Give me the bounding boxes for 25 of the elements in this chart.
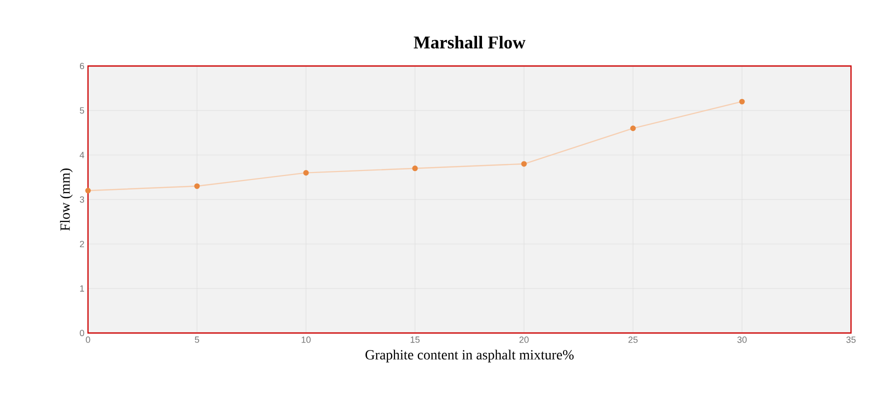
- y-axis-title: Flow (mm): [60, 168, 73, 231]
- y-tick-label: 6: [80, 62, 84, 70]
- point: [194, 183, 200, 189]
- point: [303, 170, 309, 176]
- x-tick-label: 30: [737, 336, 747, 343]
- x-tick-label: 10: [302, 336, 311, 343]
- point: [85, 188, 91, 194]
- point: [521, 161, 527, 167]
- y-tick-label: 4: [80, 152, 84, 158]
- x-axis-title: Graphite content in asphalt mixture%: [366, 350, 574, 362]
- x-tick-label: 35: [846, 336, 856, 343]
- point: [739, 98, 745, 104]
- x-tick-label: 25: [628, 336, 638, 343]
- x-tick-label: 20: [519, 336, 529, 343]
- y-tick-label: 3: [80, 196, 84, 203]
- y-tick-label: 2: [80, 240, 84, 248]
- y-tick-label: 0: [80, 330, 84, 336]
- chart-title: Marshall Flow: [414, 36, 526, 49]
- y-tick-label: 5: [80, 107, 84, 114]
- x-tick-label: 0: [86, 336, 90, 343]
- x-tick-label: 15: [410, 336, 420, 343]
- y-tick-label: 1: [80, 285, 84, 292]
- point: [630, 126, 636, 132]
- x-tick-label: 5: [194, 336, 200, 343]
- point: [412, 166, 418, 172]
